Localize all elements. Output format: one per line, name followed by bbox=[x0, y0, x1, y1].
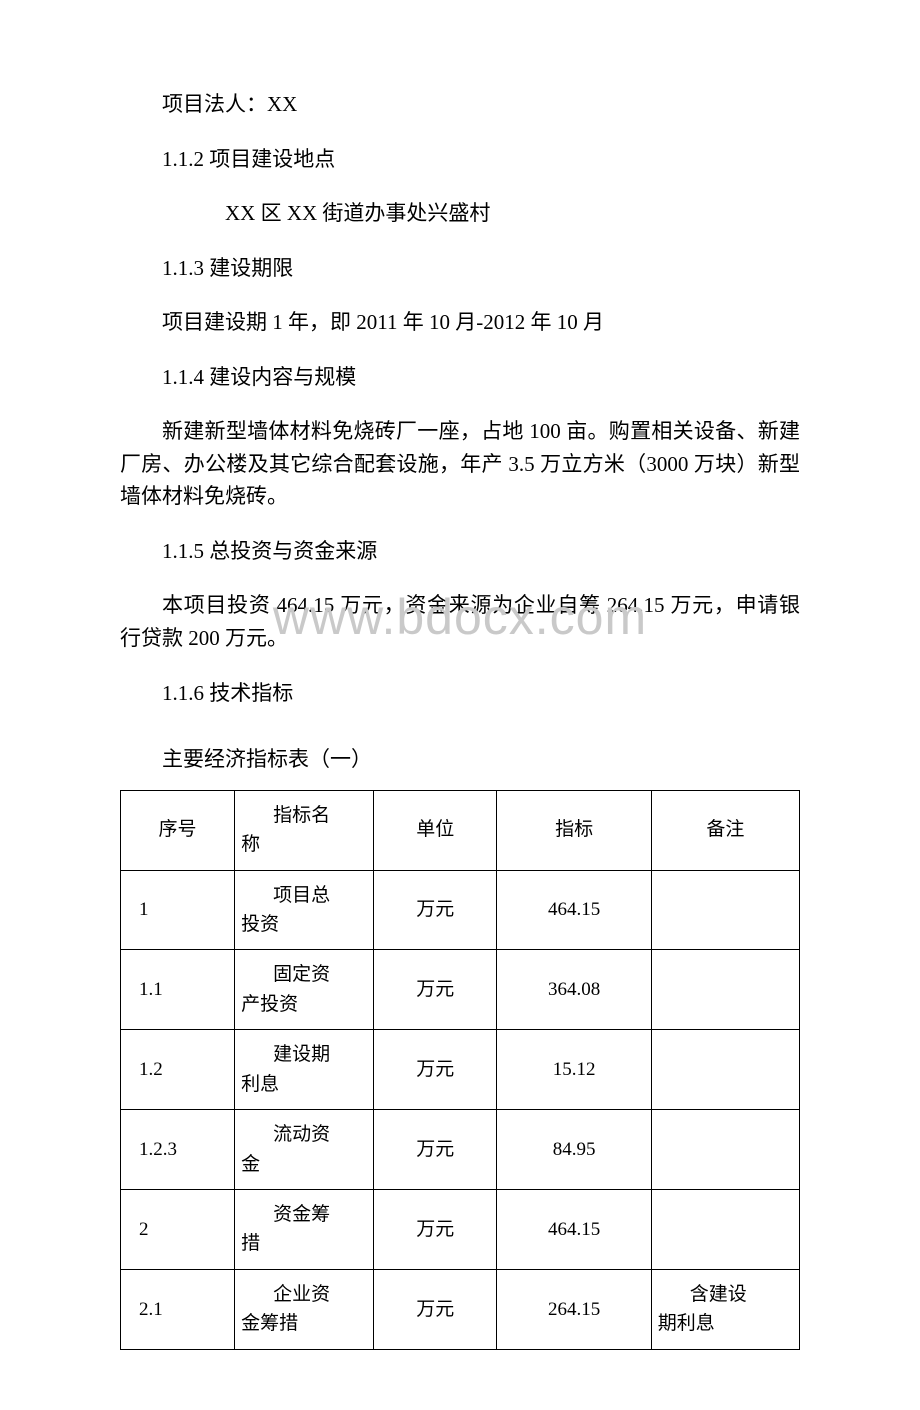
cell-note bbox=[651, 1110, 799, 1190]
cell-unit: 万元 bbox=[374, 1110, 497, 1190]
cell-name-l2: 措 bbox=[241, 1229, 367, 1258]
cell-name-l1: 项目总 bbox=[273, 885, 330, 906]
indicators-table: 序号 指标名 称 单位 指标 备注 1 项目总 投资 万元 464.15 bbox=[120, 790, 800, 1350]
table-caption: 主要经济指标表（一） bbox=[120, 743, 800, 776]
th-unit: 单位 bbox=[374, 790, 497, 870]
cell-value: 364.08 bbox=[497, 950, 651, 1030]
table-row: 2.1 企业资 金筹措 万元 264.15 含建设 期利息 bbox=[121, 1269, 800, 1349]
cell-value: 464.15 bbox=[497, 1190, 651, 1270]
cell-unit: 万元 bbox=[374, 1030, 497, 1110]
table-row: 2 资金筹 措 万元 464.15 bbox=[121, 1190, 800, 1270]
cell-name: 流动资 金 bbox=[235, 1110, 374, 1190]
cell-value: 84.95 bbox=[497, 1110, 651, 1190]
cell-value: 464.15 bbox=[497, 870, 651, 950]
cell-name-l2: 金 bbox=[241, 1150, 367, 1179]
cell-unit: 万元 bbox=[374, 1269, 497, 1349]
cell-value: 15.12 bbox=[497, 1030, 651, 1110]
cell-name: 企业资 金筹措 bbox=[235, 1269, 374, 1349]
cell-name-l1: 固定资 bbox=[273, 964, 330, 985]
cell-note bbox=[651, 870, 799, 950]
cell-name-l1: 建设期 bbox=[273, 1044, 330, 1065]
para-legal-person: 项目法人：XX bbox=[120, 88, 800, 121]
cell-seq: 2 bbox=[121, 1190, 235, 1270]
table-row: 1 项目总 投资 万元 464.15 bbox=[121, 870, 800, 950]
cell-name: 固定资 产投资 bbox=[235, 950, 374, 1030]
cell-unit: 万元 bbox=[374, 1190, 497, 1270]
th-name-l1: 指标名 bbox=[273, 805, 330, 826]
th-name-l2: 称 bbox=[241, 830, 367, 859]
th-seq: 序号 bbox=[121, 790, 235, 870]
cell-value: 264.15 bbox=[497, 1269, 651, 1349]
para-investment: 本项目投资 464.15 万元，资金来源为企业自筹 264.15 万元，申请银行… bbox=[120, 589, 800, 654]
th-note: 备注 bbox=[651, 790, 799, 870]
heading-1-1-4: 1.1.4 建设内容与规模 bbox=[120, 361, 800, 394]
cell-note bbox=[651, 1030, 799, 1110]
table-row: 1.2 建设期 利息 万元 15.12 bbox=[121, 1030, 800, 1110]
heading-1-1-6: 1.1.6 技术指标 bbox=[120, 677, 800, 710]
cell-name-l2: 产投资 bbox=[241, 990, 367, 1019]
cell-note-l2: 期利息 bbox=[658, 1309, 793, 1338]
para-location: XX 区 XX 街道办事处兴盛村 bbox=[120, 197, 800, 230]
cell-name-l1: 资金筹 bbox=[273, 1204, 330, 1225]
cell-name-l1: 流动资 bbox=[273, 1124, 330, 1145]
heading-1-1-5: 1.1.5 总投资与资金来源 bbox=[120, 535, 800, 568]
cell-note bbox=[651, 950, 799, 1030]
cell-note: 含建设 期利息 bbox=[651, 1269, 799, 1349]
table-row: 1.2.3 流动资 金 万元 84.95 bbox=[121, 1110, 800, 1190]
cell-name: 资金筹 措 bbox=[235, 1190, 374, 1270]
cell-name-l2: 投资 bbox=[241, 910, 367, 939]
cell-name-l2: 利息 bbox=[241, 1070, 367, 1099]
cell-name: 建设期 利息 bbox=[235, 1030, 374, 1110]
cell-unit: 万元 bbox=[374, 950, 497, 1030]
table-row: 1.1 固定资 产投资 万元 364.08 bbox=[121, 950, 800, 1030]
cell-seq: 2.1 bbox=[121, 1269, 235, 1349]
cell-name: 项目总 投资 bbox=[235, 870, 374, 950]
th-name: 指标名 称 bbox=[235, 790, 374, 870]
heading-1-1-2: 1.1.2 项目建设地点 bbox=[120, 143, 800, 176]
heading-1-1-3: 1.1.3 建设期限 bbox=[120, 252, 800, 285]
cell-seq: 1.1 bbox=[121, 950, 235, 1030]
para-period: 项目建设期 1 年，即 2011 年 10 月-2012 年 10 月 bbox=[120, 306, 800, 339]
cell-name-l2: 金筹措 bbox=[241, 1309, 367, 1338]
para-content-scale: 新建新型墙体材料免烧砖厂一座，占地 100 亩。购置相关设备、新建厂房、办公楼及… bbox=[120, 415, 800, 513]
cell-seq: 1.2 bbox=[121, 1030, 235, 1110]
cell-unit: 万元 bbox=[374, 870, 497, 950]
cell-note bbox=[651, 1190, 799, 1270]
cell-seq: 1 bbox=[121, 870, 235, 950]
cell-seq: 1.2.3 bbox=[121, 1110, 235, 1190]
document-body: 项目法人：XX 1.1.2 项目建设地点 XX 区 XX 街道办事处兴盛村 1.… bbox=[0, 0, 920, 1410]
table-header-row: 序号 指标名 称 单位 指标 备注 bbox=[121, 790, 800, 870]
th-value: 指标 bbox=[497, 790, 651, 870]
